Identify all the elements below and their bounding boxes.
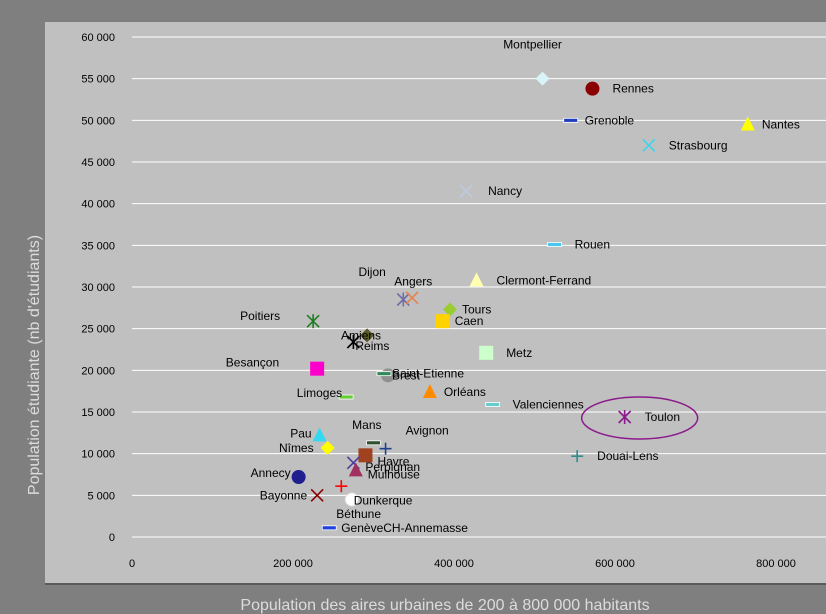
y-tick-label: 10 000 bbox=[81, 449, 115, 461]
point-havre bbox=[358, 448, 373, 463]
point-label: Béthune bbox=[336, 507, 381, 521]
point-grenoble bbox=[563, 117, 579, 123]
point-label: Mulhouse bbox=[368, 467, 420, 481]
point-tours bbox=[442, 302, 457, 317]
y-tick-label: 5 000 bbox=[87, 490, 115, 502]
x-tick-label: 0 bbox=[129, 558, 135, 570]
point-amiens bbox=[360, 328, 375, 343]
point-label: Nancy bbox=[488, 184, 522, 198]
point-label: Dijon bbox=[358, 265, 385, 279]
highlight-ellipse bbox=[580, 396, 699, 440]
point-label: Douai-Lens bbox=[597, 449, 658, 463]
x-tick-label: 200 000 bbox=[273, 558, 313, 570]
point-nantes bbox=[740, 116, 755, 131]
point-label: Perpignan bbox=[365, 460, 420, 474]
y-tick-label: 55 000 bbox=[81, 74, 115, 86]
point-pau bbox=[312, 427, 327, 442]
y-axis-title: Population étudiante (nb d'étudiants) bbox=[26, 235, 43, 495]
point-saint-etienne bbox=[376, 371, 392, 377]
point-clermont-ferrand bbox=[469, 272, 484, 287]
point-label: Montpellier bbox=[503, 38, 562, 52]
point-rouen bbox=[547, 242, 563, 247]
point-label: Poitiers bbox=[240, 309, 280, 323]
point-label: Toulon bbox=[645, 410, 680, 424]
y-tick-label: 25 000 bbox=[81, 324, 115, 336]
y-tick-label: 30 000 bbox=[81, 282, 115, 294]
point-gen-vech-annemasse bbox=[321, 525, 337, 531]
point-label: Orléans bbox=[444, 385, 486, 399]
point-label: Angers bbox=[394, 275, 432, 289]
point-label: Valenciennes bbox=[513, 398, 584, 412]
point-avignon bbox=[379, 442, 392, 455]
point-mans bbox=[366, 440, 381, 446]
point-label: Tours bbox=[462, 303, 491, 317]
x-tick-label: 600 000 bbox=[595, 558, 635, 570]
point-label: Reims bbox=[355, 339, 389, 353]
point-dijon bbox=[405, 291, 419, 305]
y-tick-label: 0 bbox=[109, 532, 115, 544]
point-label: Bayonne bbox=[260, 488, 308, 502]
point-label: Nantes bbox=[762, 118, 800, 132]
point-label: Metz bbox=[506, 346, 532, 360]
point-label: Mans bbox=[352, 418, 381, 432]
point-label: Dunkerque bbox=[354, 494, 413, 508]
point-orl-ans bbox=[422, 384, 437, 398]
point-label: Annecy bbox=[251, 466, 291, 480]
point-toulon bbox=[618, 410, 632, 424]
point-besan-on bbox=[310, 361, 325, 376]
x-axis-title: Population des aires urbaines de 200 à 8… bbox=[240, 597, 649, 614]
point-label: Rennes bbox=[612, 82, 653, 96]
y-tick-label: 15 000 bbox=[81, 407, 115, 419]
x-tick-label: 400 000 bbox=[434, 558, 474, 570]
y-tick-label: 60 000 bbox=[81, 32, 115, 44]
y-tick-label: 45 000 bbox=[81, 157, 115, 169]
point-label: Limoges bbox=[297, 386, 342, 400]
plot-area bbox=[45, 22, 826, 584]
x-axis-ticks: 0 200 000 400 000 600 000 800 000 bbox=[129, 558, 796, 570]
point-nancy bbox=[459, 184, 473, 198]
point-n-mes bbox=[320, 440, 335, 455]
data-points bbox=[291, 71, 755, 531]
y-tick-label: 40 000 bbox=[81, 199, 115, 211]
point-dunkerque bbox=[344, 492, 359, 507]
point-strasbourg bbox=[642, 138, 656, 152]
point-label: Caen bbox=[455, 314, 484, 328]
x-tick-label: 800 000 bbox=[756, 558, 796, 570]
point-valenciennes bbox=[485, 402, 501, 407]
point-montpellier bbox=[535, 71, 550, 86]
point-label: Brest bbox=[392, 368, 421, 382]
point-label: Nîmes bbox=[279, 441, 314, 455]
point-annecy bbox=[291, 470, 306, 484]
point-label: Havre bbox=[377, 454, 409, 468]
point-labels: Montpellier Rennes Grenoble Nantes Strasbour… bbox=[226, 38, 800, 535]
point-reims bbox=[346, 335, 360, 349]
point-label: Besançon bbox=[226, 356, 279, 370]
y-tick-label: 50 000 bbox=[81, 115, 115, 127]
point-douai-lens bbox=[571, 450, 584, 463]
point-label: GenèveCH-Annemasse bbox=[341, 521, 468, 535]
point-rennes bbox=[585, 81, 600, 96]
point-b-thune bbox=[335, 480, 348, 493]
y-axis-ticks: 0 5 000 10 000 15 000 20 000 25 000 30 000 35 0… bbox=[81, 32, 115, 544]
point-label: Clermont-Ferrand bbox=[497, 273, 592, 287]
point-label: Pau bbox=[290, 426, 311, 440]
y-tick-label: 20 000 bbox=[81, 365, 115, 377]
gridlines bbox=[132, 36, 826, 538]
point-poitiers bbox=[306, 314, 320, 329]
point-label: Grenoble bbox=[585, 113, 635, 127]
y-tick-label: 35 000 bbox=[81, 240, 115, 252]
point-mulhouse bbox=[348, 462, 363, 477]
point-caen bbox=[435, 314, 450, 329]
point-limoges bbox=[338, 394, 354, 400]
point-bayonne bbox=[310, 488, 324, 502]
point-label: Amiens bbox=[341, 328, 381, 342]
point-label: Rouen bbox=[575, 238, 610, 252]
point-label: Saint-Etienne bbox=[392, 367, 464, 381]
point-label: Strasbourg bbox=[669, 138, 728, 152]
point-label: Avignon bbox=[406, 424, 449, 438]
point-metz bbox=[479, 345, 494, 360]
